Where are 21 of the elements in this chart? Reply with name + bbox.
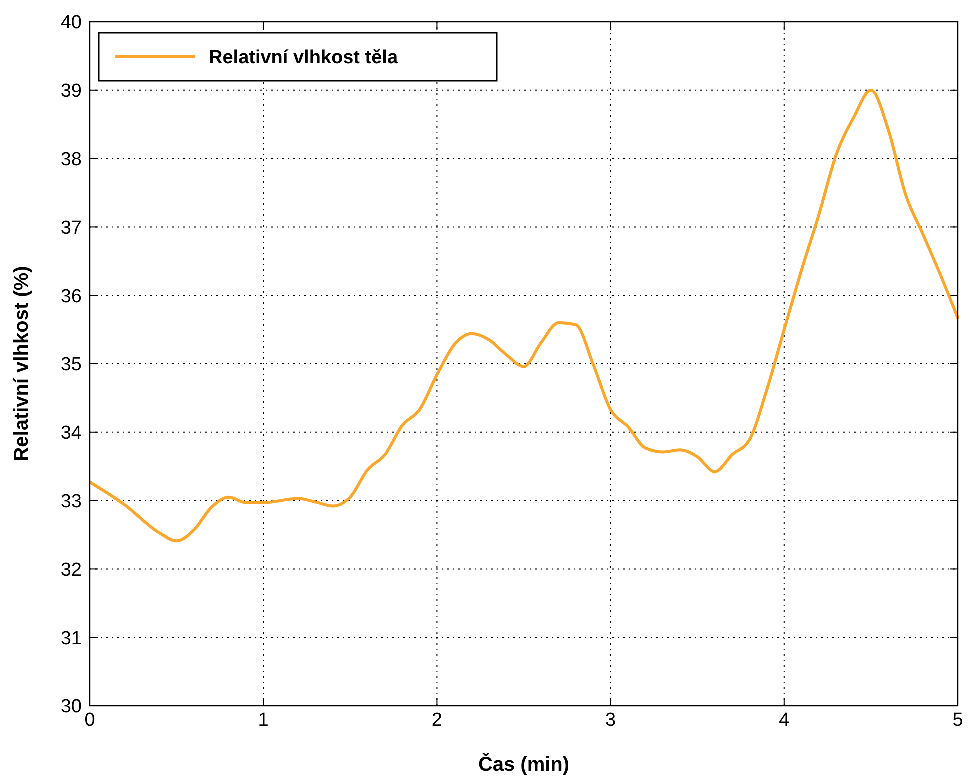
y-tick-label: 37 — [60, 218, 82, 239]
y-tick-label: 32 — [60, 560, 82, 581]
legend-label: Relativní vlhkost těla — [209, 48, 398, 69]
y-tick-label: 31 — [60, 628, 82, 650]
y-tick-label: 34 — [60, 423, 82, 444]
y-tick-label: 36 — [60, 286, 82, 308]
y-tick-label: 35 — [60, 354, 82, 376]
x-tick-label: 0 — [84, 710, 96, 731]
y-tick-label: 33 — [60, 491, 82, 512]
x-tick-label: 4 — [779, 710, 790, 731]
y-tick-label: 39 — [60, 81, 82, 102]
x-axis-title: Čas (min) — [478, 753, 570, 776]
line-series — [90, 88, 960, 543]
x-tick-label: 2 — [432, 710, 442, 731]
x-tick-label: 3 — [606, 710, 616, 731]
y-tick-label: 40 — [60, 12, 82, 34]
y-axis-title: Relativní vlhkost (%) — [11, 266, 33, 462]
y-tick-label: 30 — [60, 696, 82, 718]
y-tick-label: 38 — [60, 149, 82, 170]
x-tick-label: 5 — [952, 710, 964, 731]
x-tick-label: 1 — [258, 710, 269, 731]
